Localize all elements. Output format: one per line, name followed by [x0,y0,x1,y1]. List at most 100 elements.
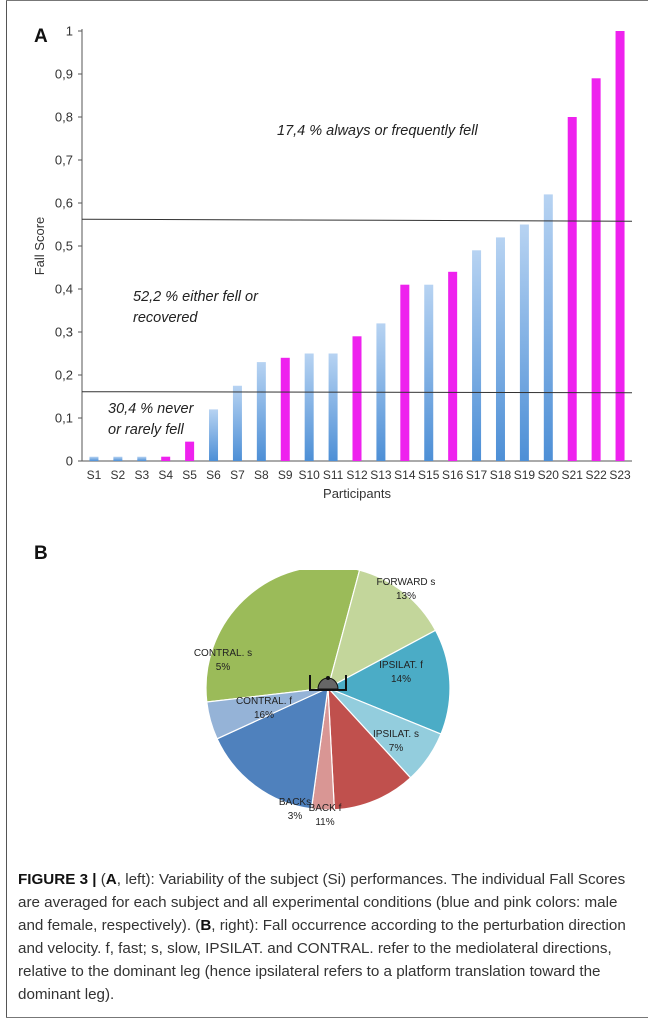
pie-slice-ipsilat-f [326,629,451,735]
x-tick-label: S15 [418,468,440,482]
x-tick-label: S13 [370,468,392,482]
y-tick-label: 0,9 [55,67,73,82]
bar-s10 [304,353,314,461]
x-tick-label: S6 [206,468,221,482]
bar-s21 [567,117,577,461]
bar-s17 [472,250,482,461]
pie-percent-ipsilat-s: 7% [389,743,404,754]
y-tick-label: 0,6 [55,196,73,211]
pie-label-ipsilat-f: IPSILAT. f [379,660,423,671]
x-tick-label: S11 [323,468,344,482]
pie-percent-back-f: 11% [315,817,334,828]
bar-s16 [448,271,458,461]
x-tick-label: S22 [585,468,607,482]
bar-s19 [519,224,529,461]
annotation-never-fell-line2: or rarely fell [108,422,185,438]
x-tick-label: S3 [134,468,149,482]
pie-label-contral-f: CONTRAL. f [236,696,292,707]
panel-b-label: B [34,543,48,564]
x-tick-label: S17 [466,468,488,482]
x-tick-label: S12 [346,468,368,482]
platform-outline [309,675,347,691]
bar-s22 [591,78,601,462]
annotation-never-fell-line1: 30,4 % never [108,401,195,417]
bar-s7 [232,385,242,461]
bar-s14 [400,284,410,461]
pie-percent-backs: 3% [288,811,303,822]
x-tick-label: S21 [562,468,584,482]
threshold-line-upper [81,218,633,222]
bar-s8 [256,362,266,461]
pie-label-forward-s: FORWARD s [377,577,436,588]
y-tick-label: 0,3 [55,325,73,340]
pie-slice-back-f [327,686,412,811]
x-tick-label: S1 [87,468,102,482]
x-tick-label: S20 [538,468,560,482]
x-tick-label: S23 [609,468,631,482]
y-tick-label: 1 [66,24,73,39]
y-tick-label: 0,4 [55,282,73,297]
bar-s9 [280,357,290,461]
x-tick-label: S8 [254,468,269,482]
x-tick-label: S19 [514,468,536,482]
y-axis-title: Fall Score [32,217,47,276]
x-tick-label: S2 [111,468,126,482]
fall-direction-pie-chart: FORWARD f31%FORWARD s13%IPSILAT. f14%IPS… [194,570,451,828]
bar-s5 [185,441,195,461]
y-tick-label: 0,7 [55,153,73,168]
bar-s18 [495,237,505,461]
caption-figure-label: FIGURE 3 | [18,871,97,888]
pie-label-backs: BACKs [279,797,311,808]
annotation-fell-or-recovered-line1: 52,2 % either fell or [133,289,259,305]
subject-nose-dot [326,676,330,680]
pie-percent-forward-s: 13% [396,591,416,602]
y-tick-label: 0,1 [55,411,73,426]
figure-frame-top [6,0,648,1]
caption-text-2: , left): Variability of the subject (Si)… [18,871,626,934]
bar-s12 [352,336,362,461]
annotation-fell-or-recovered-line2: recovered [133,310,198,326]
bar-s6 [209,409,219,461]
pie-label-contral-s: CONTRAL. s [194,648,252,659]
caption-panel-a-ref: A [105,871,117,888]
fall-score-bar-chart: 0 0,1 0,2 0,3 0,4 0,5 0,6 0,7 0,8 0,9 1 S1 S2 S3 S4 S5 S… [32,24,633,501]
y-tick-label: 0 [66,454,73,469]
pie-label-ipsilat-s: IPSILAT. s [373,729,419,740]
x-tick-label: S10 [298,468,320,482]
x-tick-label: S14 [394,468,416,482]
bar-s23 [615,31,625,461]
y-tick-label: 0,8 [55,110,73,125]
panel-a-label: A [34,26,48,47]
figure-caption: FIGURE 3 | (A, left): Variability of the… [18,868,644,1006]
bar-s4 [161,456,171,461]
y-tick-label: 0,5 [55,239,73,254]
bar-s11 [328,353,338,461]
pie-slice-contral-s [206,687,329,740]
y-tick-label: 0,2 [55,368,73,383]
x-tick-label: S5 [182,468,197,482]
x-tick-label: S4 [158,468,173,482]
x-tick-label: S18 [490,468,512,482]
platform-subject-icon [309,675,347,691]
bar-s2 [113,456,123,461]
pie-label-back-f: BACK f [309,803,342,814]
figure-frame-left [6,0,7,1018]
caption-text-3: , right): Fall occurrence according to t… [18,917,626,1003]
x-tick-label: S9 [278,468,293,482]
figure-frame-bottom [6,1017,648,1018]
bar-s1 [89,456,99,461]
bar-s20 [543,194,553,461]
x-tick-label: S16 [442,468,464,482]
pie-percent-ipsilat-f: 14% [391,674,411,685]
caption-panel-b-ref: B [200,917,212,934]
x-axis-title: Participants [323,486,391,501]
pie-slice-forward-f [205,570,361,703]
pie-percent-contral-f: 16% [254,710,274,721]
pie-slice-contral-f [216,687,329,810]
threshold-line-lower [81,391,633,394]
x-tick-label: S7 [230,468,245,482]
bar-s15 [424,284,434,461]
caption-text-1: ( [96,871,106,888]
bar-s3 [137,456,147,461]
pie-percent-contral-s: 5% [216,662,231,673]
